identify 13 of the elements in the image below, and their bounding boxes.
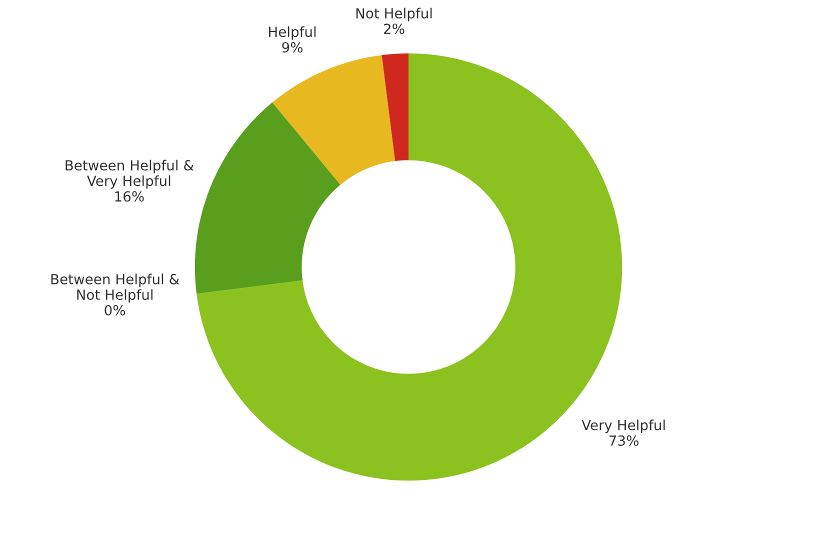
donut-slice	[272, 55, 396, 185]
slice-label: Very Helpful	[582, 420, 665, 433]
data-label: 73%	[610, 435, 638, 446]
data-label: 16%	[115, 191, 144, 202]
slice-label: Not Helpful	[356, 8, 432, 22]
slice-label: Helpful	[269, 26, 316, 40]
donut-slice	[382, 53, 408, 162]
category-label: Between Helpful & Not Helpful	[51, 274, 180, 303]
data-label: 9%	[282, 42, 303, 53]
text: 0%	[104, 304, 126, 316]
slice-label: Between Helpful & Very Helpful	[66, 160, 194, 189]
data-label: 2%	[384, 24, 404, 34]
donut-slice	[194, 102, 340, 294]
